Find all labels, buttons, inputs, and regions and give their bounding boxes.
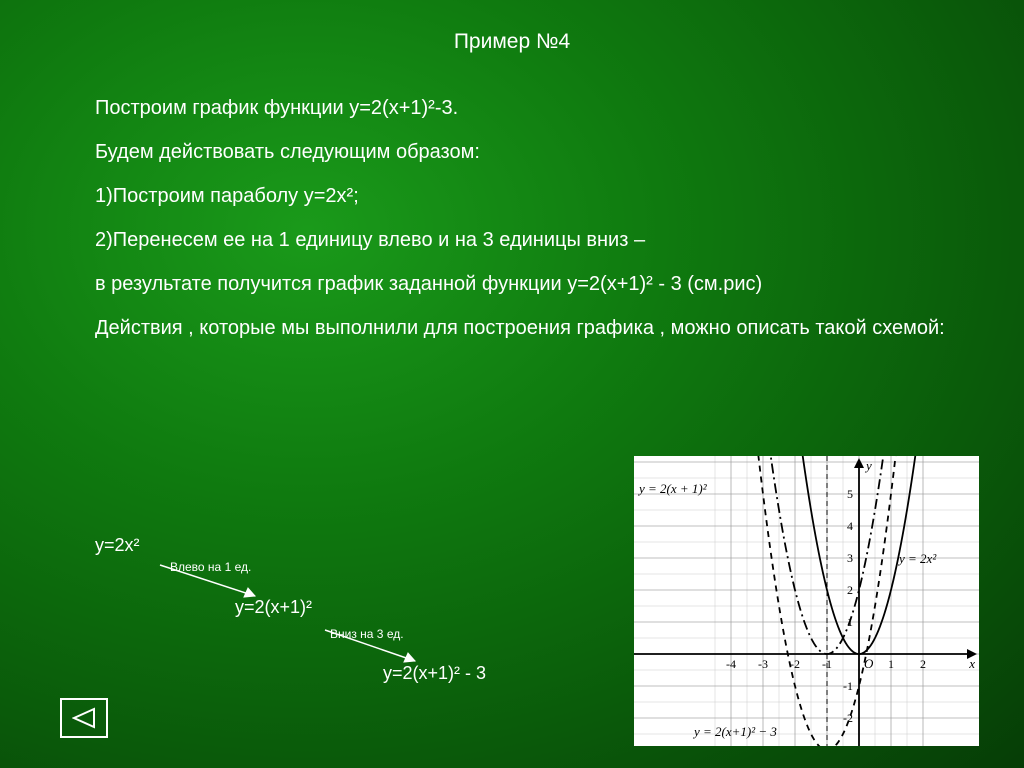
svg-text:1: 1 [888,657,894,671]
svg-text:-3: -3 [758,657,768,671]
svg-text:-3: -3 [843,743,853,746]
svg-text:2: 2 [920,657,926,671]
scheme-node-1: y=2х² [95,535,140,556]
graph-svg: -4-3-2-112-3-2-112345 [634,456,979,746]
origin-label: O [864,656,873,672]
slide-title: Пример №4 [454,30,570,54]
body-line: 1)Построим параболу у=2х²; [95,183,964,209]
svg-text:5: 5 [847,487,853,501]
arrow-label-1: Влево на 1 ед. [170,560,251,574]
scheme-node-3: у=2(х+1)² - 3 [383,663,486,684]
slide-body: Построим график функции у=2(х+1)²-3. Буд… [95,95,964,359]
scheme-node-2: у=2(х+1)² [235,597,312,618]
body-line: 2)Перенесем ее на 1 единицу влево и на 3… [95,227,964,253]
arrow-label-2: Вниз на 3 ед. [330,627,404,641]
svg-text:-1: -1 [843,679,853,693]
body-line: Будем действовать следующим образом: [95,139,964,165]
y-axis-label: y [866,458,872,474]
body-line: в результате получится график заданной ф… [95,271,964,297]
curve-label-2: y = 2(x + 1)² [639,481,707,497]
svg-text:4: 4 [847,519,853,533]
body-line: Действия , которые мы выполнили для пост… [95,315,964,341]
svg-text:2: 2 [847,583,853,597]
curve-label-3: y = 2(x+1)² − 3 [694,724,777,740]
body-line: Построим график функции у=2(х+1)²-3. [95,95,964,121]
svg-text:-4: -4 [726,657,736,671]
back-button[interactable] [60,698,108,738]
triangle-left-icon [72,707,96,729]
x-axis-label: x [969,656,975,672]
transformation-scheme: y=2х² Влево на 1 ед. у=2(х+1)² Вниз на 3… [95,535,535,755]
function-graph: -4-3-2-112-3-2-112345 y x O y = 2x² y = … [634,456,979,746]
svg-text:-2: -2 [790,657,800,671]
curve-label-1: y = 2x² [899,551,936,567]
svg-text:3: 3 [847,551,853,565]
